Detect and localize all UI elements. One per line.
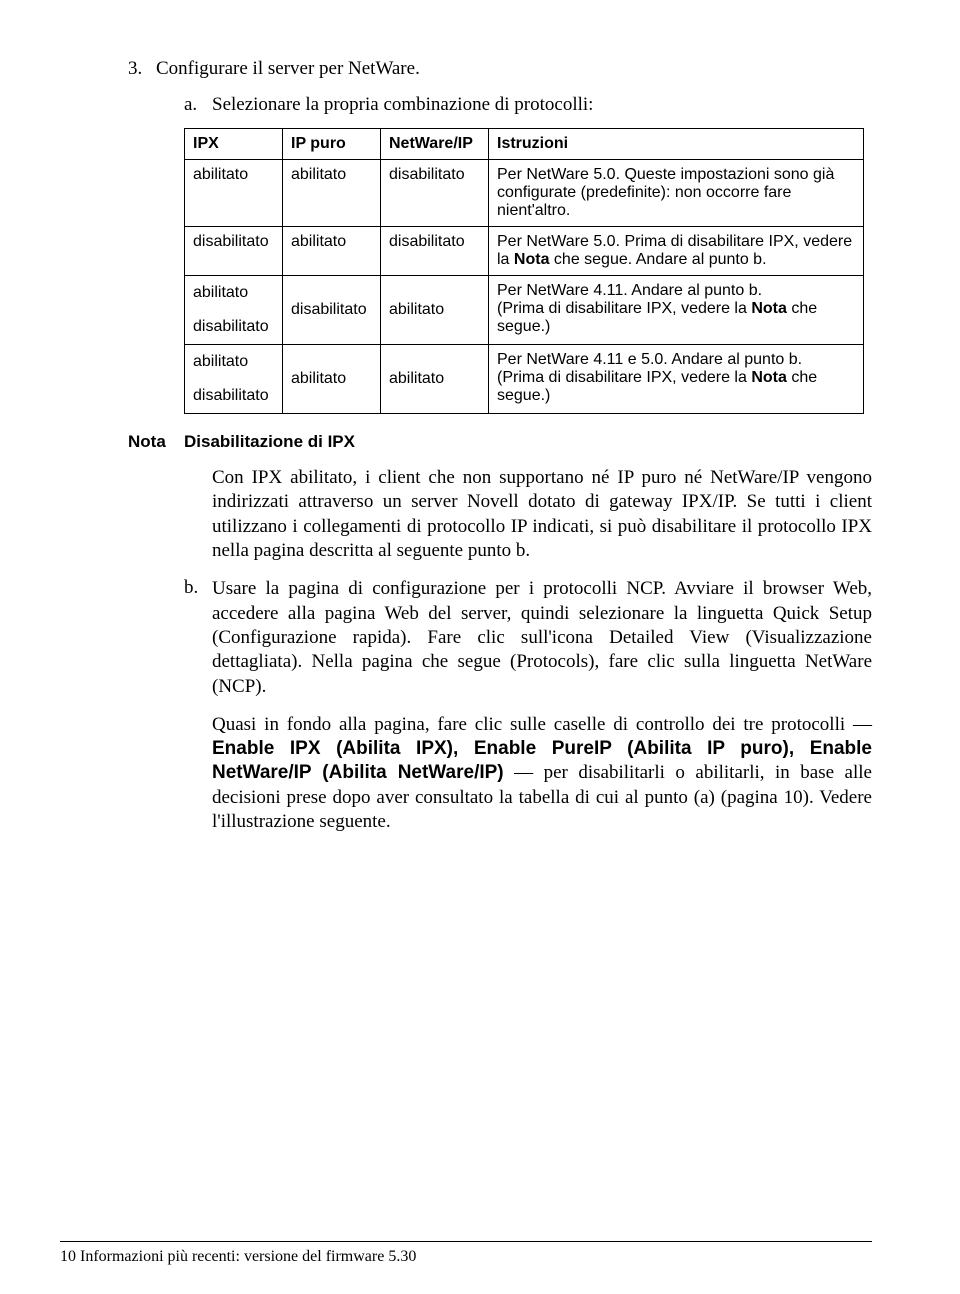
header-ip: IP puro xyxy=(283,129,381,160)
cell-ipx-a: abilitato xyxy=(193,351,274,373)
header-nw: NetWare/IP xyxy=(381,129,489,160)
header-ipx: IPX xyxy=(185,129,283,160)
bottom-paragraph: Quasi in fondo alla pagina, fare clic su… xyxy=(212,713,872,835)
nota-paragraph: Con IPX abilitato, i client che non supp… xyxy=(212,466,872,563)
document-page: 3. Configurare il server per NetWare. a.… xyxy=(0,0,960,1294)
cell-ipx-split: abilitato disabilitato xyxy=(185,345,283,414)
cell-nw: abilitato xyxy=(381,345,489,414)
cell-ipx-b: disabilitato xyxy=(193,385,274,407)
cell-ip: abilitato xyxy=(283,160,381,227)
table-header-row: IPX IP puro NetWare/IP Istruzioni xyxy=(185,129,864,160)
istr-bold: Nota xyxy=(751,369,787,386)
istr-line: Per NetWare 4.11 e 5.0. Andare al punto … xyxy=(497,351,855,369)
istr-text: (Prima di disabilitare IPX, vedere la xyxy=(497,300,751,317)
header-istr: Istruzioni xyxy=(489,129,864,160)
istr-line: (Prima di disabilitare IPX, vedere la No… xyxy=(497,369,855,405)
substep-a-text: Selezionare la propria combinazione di p… xyxy=(212,94,593,116)
step-3: 3. Configurare il server per NetWare. xyxy=(128,58,872,80)
istr-line: Per NetWare 4.11. Andare al punto b. xyxy=(497,282,855,300)
cell-ip: disabilitato xyxy=(283,276,381,345)
cell-nw: abilitato xyxy=(381,276,489,345)
table-row: abilitato abilitato disabilitato Per Net… xyxy=(185,160,864,227)
substep-b: b. Usare la pagina di configurazione per… xyxy=(184,577,872,699)
table-row: disabilitato abilitato disabilitato Per … xyxy=(185,227,864,276)
substep-a: a. Selezionare la propria combinazione d… xyxy=(184,94,872,116)
protocol-table: IPX IP puro NetWare/IP Istruzioni abilit… xyxy=(184,128,864,414)
istr-text: Per NetWare 5.0. Queste impostazioni son… xyxy=(497,166,834,219)
cell-ipx-b: disabilitato xyxy=(193,316,274,338)
cell-istr: Per NetWare 4.11 e 5.0. Andare al punto … xyxy=(489,345,864,414)
cell-istr: Per NetWare 5.0. Queste impostazioni son… xyxy=(489,160,864,227)
nota-label: Nota xyxy=(128,432,184,452)
substep-b-label: b. xyxy=(184,577,212,699)
cell-ip: abilitato xyxy=(283,345,381,414)
table-row: abilitato disabilitato disabilitato abil… xyxy=(185,276,864,345)
substep-a-label: a. xyxy=(184,94,212,116)
nota-heading: Disabilitazione di IPX xyxy=(184,432,355,452)
para-text: Quasi in fondo alla pagina, fare clic su… xyxy=(212,714,872,735)
table-row: abilitato disabilitato abilitato abilita… xyxy=(185,345,864,414)
cell-ip: abilitato xyxy=(283,227,381,276)
istr-line: (Prima di disabilitare IPX, vedere la No… xyxy=(497,300,855,336)
istr-bold: Nota xyxy=(514,251,550,268)
step-number: 3. xyxy=(128,58,156,80)
cell-nw: disabilitato xyxy=(381,227,489,276)
cell-ipx-a: abilitato xyxy=(193,282,274,304)
step-text: Configurare il server per NetWare. xyxy=(156,58,420,80)
istr-text: che segue. Andare al punto b. xyxy=(549,251,766,268)
cell-ipx: disabilitato xyxy=(185,227,283,276)
cell-nw: disabilitato xyxy=(381,160,489,227)
cell-ipx: abilitato xyxy=(185,160,283,227)
cell-ipx-split: abilitato disabilitato xyxy=(185,276,283,345)
istr-text: (Prima di disabilitare IPX, vedere la xyxy=(497,369,751,386)
istr-bold: Nota xyxy=(751,300,787,317)
nota-row: Nota Disabilitazione di IPX xyxy=(128,432,872,452)
substep-b-text: Usare la pagina di configurazione per i … xyxy=(212,577,872,699)
cell-istr: Per NetWare 5.0. Prima di disabilitare I… xyxy=(489,227,864,276)
page-footer: 10 Informazioni più recenti: versione de… xyxy=(60,1241,872,1266)
cell-istr: Per NetWare 4.11. Andare al punto b. (Pr… xyxy=(489,276,864,345)
